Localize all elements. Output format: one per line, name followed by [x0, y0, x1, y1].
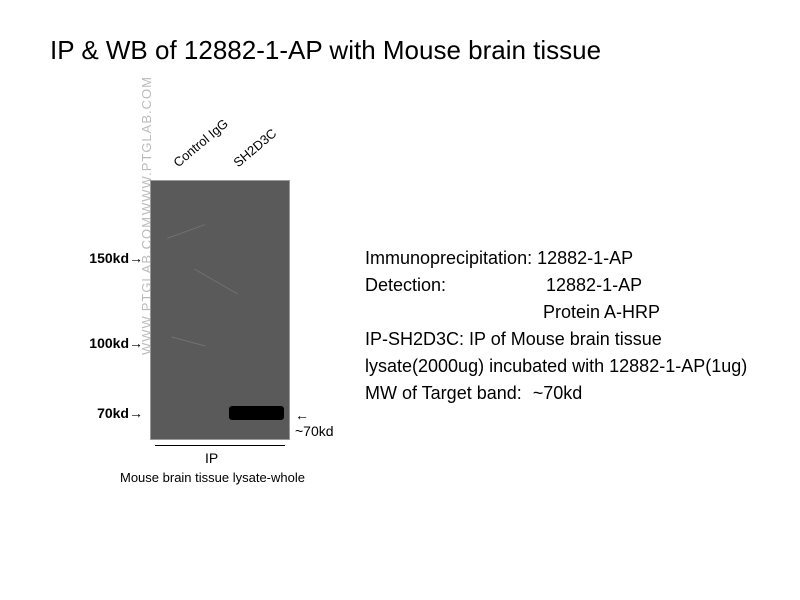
lane-labels: Control IgG SH2D3C	[165, 125, 315, 175]
lane-label-1: Control IgG	[170, 116, 231, 170]
lane-label-2: SH2D3C	[230, 126, 279, 170]
info-description: IP-SH2D3C: IP of Mouse brain tissue lysa…	[365, 326, 765, 380]
mw-marker-70: 70kd→	[85, 405, 143, 421]
info-detection-label: Detection:	[365, 272, 541, 299]
info-block: Immunoprecipitation: 12882-1-AP Detectio…	[365, 245, 765, 407]
info-ip-value: 12882-1-AP	[537, 245, 633, 272]
ip-bracket-line	[155, 445, 285, 446]
info-detection-sub: Protein A-HRP	[543, 299, 765, 326]
info-mw-row: MW of Target band: ~70kd	[365, 380, 765, 407]
artifact	[167, 224, 205, 239]
info-mw-value: ~70kd	[533, 380, 583, 407]
target-band	[229, 406, 284, 420]
info-ip-row: Immunoprecipitation: 12882-1-AP	[365, 245, 765, 272]
ip-bracket-label: IP	[205, 450, 218, 466]
title-suffix: with Mouse brain tissue	[322, 35, 601, 65]
info-detection-value: 12882-1-AP	[546, 272, 642, 299]
artifact	[194, 269, 238, 295]
info-ip-label: Immunoprecipitation:	[365, 245, 532, 272]
info-mw-label: MW of Target band:	[365, 380, 522, 407]
figure-title: IP & WB of 12882-1-AP with Mouse brain t…	[50, 35, 601, 66]
artifact	[171, 336, 205, 346]
mw-marker-100: 100kd→	[85, 335, 143, 351]
sample-label: Mouse brain tissue lysate-whole	[120, 470, 305, 485]
blot-membrane	[150, 180, 290, 440]
mw-marker-150: 150kd→	[85, 250, 143, 266]
info-detection-row: Detection: 12882-1-AP	[365, 272, 765, 299]
title-catalog: 12882-1-AP	[184, 35, 322, 65]
title-prefix: IP & WB of	[50, 35, 184, 65]
target-band-label: ← ~70kd	[295, 407, 334, 439]
